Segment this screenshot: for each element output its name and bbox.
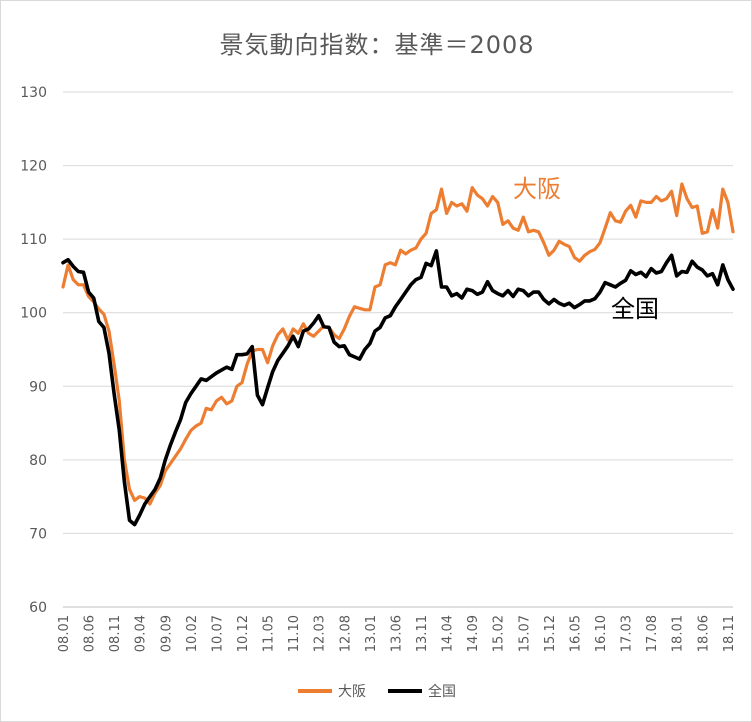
- x-tick-label: 10.02: [185, 615, 200, 652]
- x-tick-label: 18.01: [671, 615, 686, 652]
- legend: 大阪 全国: [1, 681, 751, 701]
- x-tick-label: 18.06: [696, 615, 711, 652]
- legend-swatch: [388, 689, 422, 693]
- x-tick-label: 08.06: [83, 615, 98, 652]
- x-tick-label: 09.04: [134, 615, 149, 652]
- x-axis-ticks: 08.01 08.06 08.11 09.04 09.09 10.02 10.07 10.12…: [57, 615, 737, 652]
- x-tick-label: 17.03: [620, 615, 635, 652]
- x-tick-label: 10.07: [210, 615, 225, 652]
- x-tick-label: 15.12: [543, 615, 558, 652]
- x-tick-label: 12.08: [338, 615, 353, 652]
- gridlines: [63, 91, 733, 608]
- x-tick-label: 13.01: [364, 615, 379, 652]
- y-tick-label: 80: [29, 453, 47, 469]
- series-line-national: [61, 249, 735, 527]
- x-tick-label: 11.10: [287, 615, 302, 652]
- y-tick-label: 120: [20, 159, 47, 175]
- legend-label: 全国: [428, 684, 456, 700]
- x-tick-label: 17.08: [645, 615, 660, 652]
- x-tick-label: 15.07: [517, 615, 532, 652]
- x-tick-label: 09.09: [159, 615, 174, 652]
- x-tick-label: 15.02: [492, 615, 507, 652]
- legend-swatch: [298, 689, 332, 693]
- x-tick-label: 13.11: [415, 615, 430, 652]
- x-tick-label: 14.04: [441, 615, 456, 652]
- chart-title: 景気動向指数：基準＝2008: [219, 31, 535, 59]
- x-tick-label: 13.06: [389, 615, 404, 652]
- y-tick-label: 130: [20, 85, 47, 101]
- series-lines: [61, 182, 735, 527]
- legend-label: 大阪: [338, 684, 366, 700]
- x-tick-label: 12.03: [313, 615, 328, 652]
- series-label-osaka: 大阪: [513, 175, 561, 203]
- y-tick-label: 100: [20, 306, 47, 322]
- x-tick-label: 08.01: [57, 615, 72, 652]
- x-tick-label: 16.05: [568, 615, 583, 652]
- y-tick-label: 110: [20, 232, 47, 248]
- legend-item: 全国: [388, 681, 456, 701]
- x-tick-label: 18.11: [722, 615, 737, 652]
- x-tick-label: 16.10: [594, 615, 609, 652]
- x-tick-label: 11.05: [262, 615, 277, 652]
- y-axis-ticks: 60 70 80 90 100 110 120 130: [20, 85, 47, 616]
- y-tick-label: 90: [29, 379, 47, 395]
- series-label-national: 全国: [611, 295, 659, 323]
- x-tick-label: 14.09: [466, 615, 481, 652]
- x-tick-label: 10.12: [236, 615, 251, 652]
- series-line-osaka: [61, 182, 735, 506]
- y-tick-label: 70: [29, 526, 47, 542]
- x-tick-label: 08.11: [108, 615, 123, 652]
- y-tick-label: 60: [29, 600, 47, 616]
- legend-item: 大阪: [298, 681, 366, 701]
